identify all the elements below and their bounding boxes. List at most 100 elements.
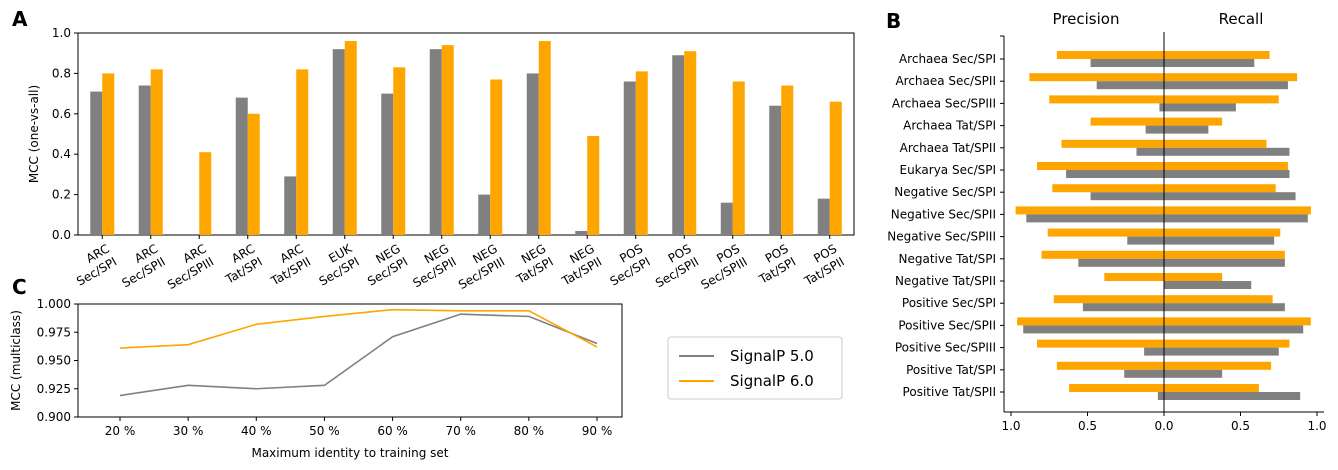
panel-b-category-label: Archaea Sec/SPIII (892, 96, 996, 110)
panel-b-precision-recall-chart: Archaea Sec/SPI Archaea Sec/SPII Archaea S… (887, 10, 1326, 433)
panel-b-bar (1159, 103, 1164, 112)
panel-a-xtick-label: NEGSec/SPI (358, 241, 411, 288)
panel-a-ytick-label: 0.2 (52, 188, 71, 202)
panel-b-bar (1066, 170, 1164, 178)
panel-b-bar (1164, 317, 1311, 326)
panel-b-bar (1164, 236, 1275, 245)
panel-b-bar (1164, 347, 1279, 356)
panel-b-bar (1164, 303, 1285, 312)
panel-a-xtick-label: POSSec/SPI (600, 241, 653, 288)
panel-b-bar (1164, 170, 1290, 178)
panel-c-ylabel: MCC (multiclass) (9, 310, 23, 411)
panel-b-bar (1023, 325, 1164, 334)
panel-b-bar (1164, 214, 1308, 223)
panel-b-bar (1037, 162, 1164, 170)
panel-b-category-label: Archaea Tat/SPII (900, 141, 996, 155)
panel-label-c: C (12, 275, 27, 299)
panel-b-category-label: Positive Tat/SPI (906, 363, 996, 377)
panel-b-bar (1164, 162, 1288, 170)
panel-b-bar (1053, 295, 1164, 304)
panel-b-bar (1047, 228, 1164, 237)
panel-a-frame (77, 32, 855, 236)
panel-b-xtick-label: 0.5 (1078, 419, 1097, 433)
panel-b-bar (1164, 95, 1279, 104)
panel-b-bar (1164, 184, 1276, 193)
panel-a-bar (393, 67, 406, 235)
panel-b-xtick-label: 1.0 (1001, 419, 1020, 433)
panel-a-bar (526, 73, 539, 236)
panel-b-bar (1124, 369, 1164, 378)
panel-a-xtick-label: POSSec/SPII (646, 241, 702, 290)
panel-a-ytick-label: 0.4 (52, 147, 71, 161)
panel-b-bar (1104, 273, 1164, 281)
panel-c-ytick-label: 0.975 (37, 325, 71, 339)
panel-c-ytick-label: 1.000 (37, 297, 71, 311)
panel-b-bar (1029, 73, 1164, 82)
legend-label: SignalP 6.0 (730, 372, 814, 390)
panel-a-bar (102, 73, 115, 236)
panel-b-bar (1164, 325, 1304, 334)
panel-c-xtick-label: 70 % (445, 424, 476, 438)
panel-a-bar (817, 198, 830, 235)
panel-b-bar (1015, 206, 1164, 215)
panel-a-bar (199, 152, 212, 235)
panel-b-category-label: Archaea Sec/SPI (899, 52, 996, 66)
panel-c-xtick-label: 50 % (309, 424, 340, 438)
panel-a-bar (150, 69, 163, 235)
panel-a-bar (296, 69, 309, 235)
panel-a-xtick-label: NEGTat/SPI (506, 241, 556, 287)
panel-b-bar (1082, 303, 1164, 312)
panel-label-b: B (886, 9, 901, 33)
panel-a-bar-chart: 0.0 0.2 0.4 0.6 0.8 1.0 MCC (one-vs-all) ARCSec… (27, 26, 855, 292)
panel-c-xtick-label: 30 % (173, 424, 204, 438)
panel-a-bar (138, 85, 151, 236)
panel-b-bar (1164, 206, 1311, 215)
panel-b-category-label: Positive Sec/SPII (898, 318, 996, 332)
panel-b-bar (1017, 317, 1164, 326)
panel-b-xtick-label: 0.5 (1231, 419, 1250, 433)
panel-b-bar (1164, 147, 1290, 156)
panel-a-bar (623, 81, 636, 235)
panel-b-xtick-label: 1.0 (1307, 419, 1326, 433)
panel-a-bar (575, 230, 588, 235)
panel-a-bar (490, 79, 503, 236)
panel-a-xtick-label: ARCTat/SPII (260, 241, 313, 288)
panel-b-bar (1056, 51, 1164, 59)
panel-b-bar (1061, 139, 1164, 148)
panel-b-bar (1164, 384, 1259, 392)
panel-b-bar (1157, 392, 1164, 400)
panel-b-bar (1164, 59, 1255, 67)
panel-b-bar (1164, 228, 1281, 237)
panel-label-a: A (12, 7, 28, 31)
panel-a-xtick-label: NEGTat/SPII (551, 241, 604, 288)
panel-a-bar (344, 41, 357, 235)
panel-a-bar (829, 101, 842, 236)
panel-b-bar (1164, 295, 1273, 304)
legend-frame (667, 336, 843, 400)
panel-b-bar (1026, 214, 1164, 223)
panel-b-bar (1164, 139, 1267, 148)
panel-a-bar (478, 194, 491, 235)
panel-b-category-label: Eukarya Sec/SPI (899, 163, 996, 177)
panel-b-category-label: Positive Tat/SPII (903, 385, 996, 399)
panel-a-ytick-label: 0.6 (52, 107, 71, 121)
panel-b-bar (1164, 81, 1288, 90)
panel-a-bar (235, 97, 248, 235)
panel-b-category-label: Negative Sec/SPIII (887, 230, 996, 244)
panel-b-bar (1164, 369, 1223, 378)
panel-c-ytick-label: 0.950 (37, 354, 71, 368)
panel-c-xtick-label: 20 % (105, 424, 136, 438)
panel-c-xlabel: Maximum identity to training set (251, 446, 448, 460)
panel-b-category-label: Negative Tat/SPII (895, 274, 996, 288)
panel-b-bar (1164, 273, 1223, 281)
panel-a-xtick-label: EUKSec/SPI (309, 241, 363, 289)
panel-b-bar (1164, 281, 1252, 289)
panel-b-bar (1127, 236, 1164, 245)
panel-a-bar (672, 55, 685, 235)
panel-c-ytick-label: 0.925 (37, 382, 71, 396)
panel-b-bar (1090, 192, 1164, 201)
panel-b-bar (1136, 147, 1164, 156)
panel-c-series-line (119, 313, 598, 397)
panel-a-bar (538, 41, 551, 235)
panel-a-bar (90, 91, 103, 235)
